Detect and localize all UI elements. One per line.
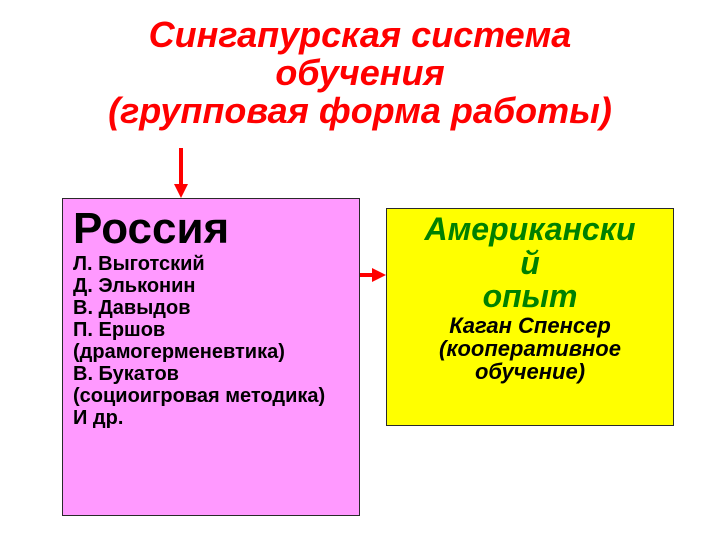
american-box: Американски й опыт Каган Спенсер (коопер… — [386, 208, 674, 426]
russia-heading: Россия — [73, 205, 349, 253]
american-heading-line-2: й — [397, 247, 663, 281]
american-sub-line-1: Каган Спенсер — [397, 314, 663, 337]
arrow-down-icon — [174, 148, 188, 198]
title-line-1: Сингапурская система — [0, 16, 720, 54]
arrow-right-icon — [360, 268, 386, 282]
american-sub-line-2: (кооперативное — [397, 337, 663, 360]
russia-box: Россия Л. Выготский Д. Эльконин В. Давыд… — [62, 198, 360, 516]
russia-names: Л. Выготский Д. Эльконин В. Давыдов П. Е… — [73, 253, 349, 429]
title-line-2: обучения — [0, 54, 720, 92]
american-heading-line-1: Американски — [397, 213, 663, 247]
title-line-3: (групповая форма работы) — [0, 92, 720, 130]
american-sub-line-3: обучение) — [397, 360, 663, 383]
slide: { "colors": { "background": "#ffffff", "… — [0, 0, 720, 540]
american-heading-line-3: опыт — [397, 280, 663, 314]
slide-title: Сингапурская система обучения (групповая… — [0, 16, 720, 129]
